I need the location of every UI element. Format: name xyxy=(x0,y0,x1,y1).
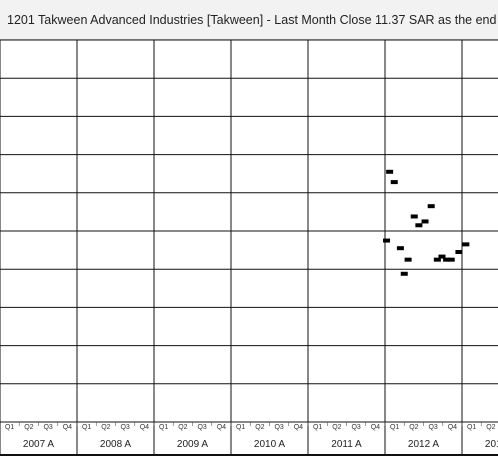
scatter-point xyxy=(427,204,435,209)
x-tick-year-label: 2012 A xyxy=(408,439,439,450)
x-tick-quarter-label: Q1 xyxy=(5,424,14,431)
x-tick-quarter-label: Q1 xyxy=(390,424,399,431)
x-tick-quarter-label: Q3 xyxy=(120,424,129,431)
x-tick-quarter-label: Q1 xyxy=(467,424,476,431)
grid-layer xyxy=(0,39,498,455)
x-tick-quarter-label: Q4 xyxy=(294,424,303,431)
x-tick-year-label: 2009 A xyxy=(177,439,208,450)
x-tick-year-label: 2010 A xyxy=(254,439,285,450)
x-tick-quarter-label: Q3 xyxy=(351,424,360,431)
x-tick-year-label: 2013 A xyxy=(485,439,498,450)
x-tick-quarter-label: Q2 xyxy=(24,424,33,431)
x-tick-quarter-label: Q3 xyxy=(43,424,52,431)
scatter-point xyxy=(447,257,455,262)
x-tick-year-label: 2008 A xyxy=(100,439,131,450)
x-tick-quarter-label: Q2 xyxy=(255,424,264,431)
x-tick-quarter-label: Q4 xyxy=(448,424,457,431)
points-layer xyxy=(383,169,470,276)
x-tick-quarter-label: Q1 xyxy=(82,424,91,431)
x-tick-quarter-label: Q2 xyxy=(332,424,341,431)
x-tick-quarter-label: Q1 xyxy=(313,424,322,431)
x-tick-quarter-label: Q3 xyxy=(428,424,437,431)
x-tick-quarter-label: Q1 xyxy=(236,424,245,431)
scatter-point xyxy=(462,242,470,247)
x-tick-quarter-label: Q4 xyxy=(217,424,226,431)
x-tick-quarter-label: Q1 xyxy=(159,424,168,431)
scatter-point xyxy=(396,246,404,251)
scatter-point xyxy=(438,254,446,259)
x-tick-quarter-label: Q3 xyxy=(197,424,206,431)
x-axis: Q1 Q2 Q3 Q4 2007 A Q1 Q2 Q3 Q4 2008 A Q1 Q2 Q3 Q4 2009… xyxy=(0,422,498,456)
scatter-point xyxy=(443,257,451,262)
x-tick-quarter-label: Q2 xyxy=(101,424,110,431)
scatter-point xyxy=(433,257,441,262)
chart-title: 1201 Takween Advanced Industries [Takwee… xyxy=(0,0,498,40)
x-tick-quarter-label: Q2 xyxy=(178,424,187,431)
scatter-point xyxy=(421,219,429,224)
x-tick-quarter-label: Q4 xyxy=(140,424,149,431)
x-tick-quarter-label: Q4 xyxy=(371,424,380,431)
scatter-point xyxy=(455,250,463,255)
scatter-point xyxy=(415,223,423,228)
scatter-point xyxy=(404,257,412,262)
x-tick-quarter-label: Q2 xyxy=(486,424,495,431)
x-tick-quarter-label: Q3 xyxy=(274,424,283,431)
scatter-point xyxy=(400,271,408,276)
scatter-point xyxy=(383,238,391,243)
scatter-point xyxy=(390,180,398,185)
scatter-point xyxy=(410,214,418,219)
scatter-point xyxy=(386,169,394,174)
x-tick-quarter-label: Q2 xyxy=(409,424,418,431)
x-tick-year-label: 2011 A xyxy=(331,439,362,450)
x-tick-quarter-label: Q4 xyxy=(63,424,72,431)
x-tick-year-label: 2007 A xyxy=(23,439,54,450)
